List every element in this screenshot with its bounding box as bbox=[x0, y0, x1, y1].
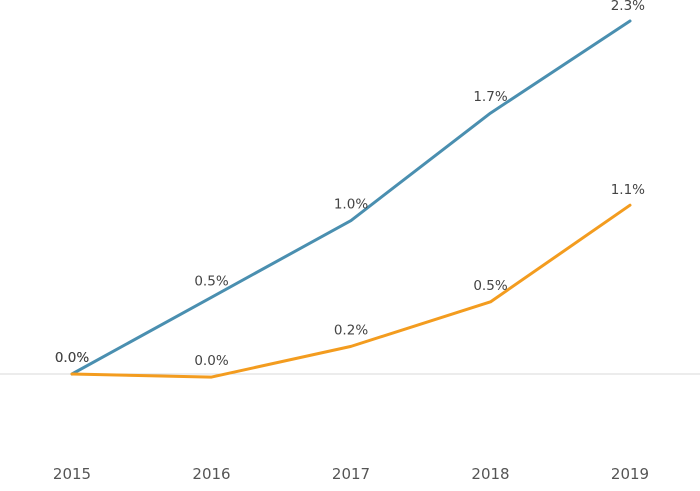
series-2-data-label: 0.2% bbox=[334, 322, 368, 338]
series-layer bbox=[70, 19, 632, 379]
series-line-1 bbox=[70, 19, 632, 376]
series-2-data-label: 0.0% bbox=[55, 350, 89, 366]
series-1-data-label: 1.7% bbox=[473, 89, 507, 105]
x-tick-label: 2017 bbox=[332, 465, 370, 483]
series-2-data-label: 0.0% bbox=[194, 353, 228, 369]
x-tick-label: 2018 bbox=[471, 465, 509, 483]
x-tick-label: 2015 bbox=[53, 465, 91, 483]
series-1-data-label: 0.0% bbox=[55, 350, 89, 366]
x-tick-label: 2019 bbox=[611, 465, 649, 483]
series-2-data-label: 1.1% bbox=[611, 182, 645, 198]
series-1-data-label: 0.5% bbox=[194, 273, 228, 289]
series-1-data-label: 2.3% bbox=[611, 0, 645, 14]
x-tick-label: 2016 bbox=[192, 465, 230, 483]
data-labels-layer: 0.0%0.5%1.0%1.7%2.3%0.0% 0.0%0.2%0.5%1.1% bbox=[55, 0, 645, 369]
series-line-2 bbox=[70, 203, 632, 379]
series-2-data-label: 0.5% bbox=[473, 278, 507, 294]
x-axis-labels: 2015 2016 2017 2018 2019 bbox=[53, 465, 649, 483]
series-1-data-label: 1.0% bbox=[334, 197, 368, 213]
